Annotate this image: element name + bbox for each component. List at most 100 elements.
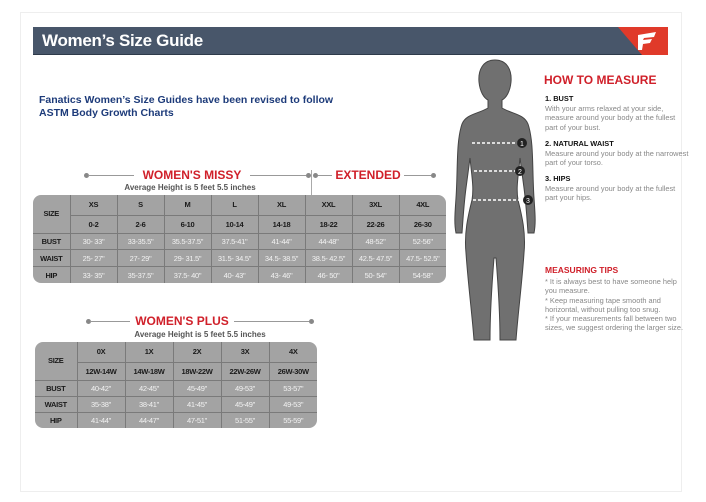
measurement-cell: 41-45" xyxy=(172,395,222,414)
line-dot xyxy=(84,173,89,178)
measurement-cell: 55-59" xyxy=(268,412,317,428)
measurement-cell: 27- 29" xyxy=(116,249,165,268)
size-letter: 4X xyxy=(268,342,317,363)
measurement-cell: 51-55" xyxy=(220,412,270,428)
measurement-cell: 46- 50" xyxy=(304,266,353,283)
table-row: BUST 30- 33" 33-35.5" 35.5-37.5" 37.5-41" 41-… xyxy=(33,232,446,251)
measurement-cell: 29- 31.5" xyxy=(163,249,212,268)
size-numeric: 14-18 xyxy=(257,214,306,234)
step-bust: 1. BUST With your arms relaxed at your si… xyxy=(545,94,690,132)
measurement-cell: 40-42" xyxy=(76,379,126,397)
measurement-cell: 50- 54" xyxy=(351,266,400,283)
marker-bust: 1 xyxy=(517,138,527,148)
size-numeric: 2-6 xyxy=(116,214,165,234)
line-dot xyxy=(431,173,436,178)
page-title: Women’s Size Guide xyxy=(42,31,203,50)
measurement-cell: 35.5-37.5" xyxy=(163,232,212,251)
size-numeric: 26W-30W xyxy=(268,361,317,381)
marker-hips: 3 xyxy=(523,195,533,205)
svg-text:3: 3 xyxy=(526,198,530,205)
size-numeric: 22-26 xyxy=(351,214,400,234)
step-waist: 2. NATURAL WAIST Measure around your body… xyxy=(545,139,690,168)
measurement-cell: 47-51" xyxy=(172,412,222,428)
size-letter: XS xyxy=(69,195,118,216)
section-divider xyxy=(311,170,312,195)
measurement-cell: 31.5- 34.5" xyxy=(210,249,259,268)
row-label: BUST xyxy=(33,232,71,251)
plus-title: WOMEN'S PLUS xyxy=(130,314,234,328)
tip-item: * If your measurements fall between two … xyxy=(545,314,684,333)
measurement-cell: 49-53" xyxy=(220,379,270,397)
measurement-cell: 38.5- 42.5" xyxy=(304,249,353,268)
step-text: With your arms relaxed at your side, mea… xyxy=(545,103,676,132)
size-letter: 3X xyxy=(220,342,270,363)
row-label: HIP xyxy=(33,266,71,283)
size-numeric: 12W-14W xyxy=(76,361,126,381)
measurement-cell: 47.5- 52.5" xyxy=(398,249,446,268)
intro-line: Fanatics Women’s Size Guides have been r… xyxy=(39,94,334,106)
svg-text:1: 1 xyxy=(520,141,524,148)
table-row: HIP 33- 35" 35-37.5" 37.5- 40" 40- 43" 43- 46… xyxy=(33,266,446,283)
measurement-cell: 44-48" xyxy=(304,232,353,251)
measuring-tips: * It is always best to have someone help… xyxy=(545,277,690,333)
table-row: HIP 41-44" 44-47" 47-51" 51-55" 55-59" xyxy=(35,412,317,428)
row-label: HIP xyxy=(35,412,78,428)
svg-text:2: 2 xyxy=(518,169,522,176)
size-letter: 2X xyxy=(172,342,222,363)
row-label: BUST xyxy=(35,379,78,397)
measuring-tips-title: MEASURING TIPS xyxy=(545,265,619,275)
size-letter: S xyxy=(116,195,165,216)
step-hips: 3. HIPS Measure around your body at the f… xyxy=(545,174,690,203)
page-frame xyxy=(20,12,682,492)
size-letter: XXL xyxy=(304,195,353,216)
measurement-cell: 54-58" xyxy=(398,266,446,283)
measurement-cell: 42-45" xyxy=(124,379,174,397)
plus-size-table: SIZE 0X 1X 2X 3X 4X 12W-14W 14W-18W 18W-22W 22W-2… xyxy=(35,342,317,428)
size-letter: 4XL xyxy=(398,195,446,216)
intro-line: ASTM Body Growth Charts xyxy=(39,107,174,119)
measurement-cell: 53-57" xyxy=(268,379,317,397)
measurement-cell: 35-38" xyxy=(76,395,126,414)
size-numeric: 18W-22W xyxy=(172,361,222,381)
header-bar: Women’s Size Guide xyxy=(33,27,668,55)
table-row: WAIST 25- 27" 27- 29" 29- 31.5" 31.5- 34.5" 3… xyxy=(33,249,446,268)
line-dot xyxy=(313,173,318,178)
size-letter: XL xyxy=(257,195,306,216)
measurement-cell: 25- 27" xyxy=(69,249,118,268)
size-numeric: 10-14 xyxy=(210,214,259,234)
measurement-cell: 33- 35" xyxy=(69,266,118,283)
size-numeric: 0-2 xyxy=(69,214,118,234)
measurement-cell: 45-49" xyxy=(172,379,222,397)
measurement-cell: 48-52" xyxy=(351,232,400,251)
size-letter: 1X xyxy=(124,342,174,363)
size-letter: L xyxy=(210,195,259,216)
measurement-cell: 43- 46" xyxy=(257,266,306,283)
line-dot xyxy=(86,319,91,324)
plus-subtitle: Average Height is 5 feet 5.5 inches xyxy=(134,330,266,339)
size-numeric: 26-30 xyxy=(398,214,446,234)
size-letter: 0X xyxy=(76,342,126,363)
measurement-cell: 33-35.5" xyxy=(116,232,165,251)
size-label: SIZE xyxy=(35,342,78,381)
size-label: SIZE xyxy=(33,195,71,234)
table-row: BUST 40-42" 42-45" 45-49" 49-53" 53-57" xyxy=(35,379,317,397)
measurement-cell: 37.5-41" xyxy=(210,232,259,251)
measurement-cell: 30- 33" xyxy=(69,232,118,251)
missy-title: WOMEN'S MISSY xyxy=(134,168,250,182)
measurement-cell: 34.5- 38.5" xyxy=(257,249,306,268)
measurement-cell: 40- 43" xyxy=(210,266,259,283)
step-title: 1. BUST xyxy=(545,94,574,103)
size-letter: 3XL xyxy=(351,195,400,216)
measurement-cell: 35-37.5" xyxy=(116,266,165,283)
measurement-cell: 38-41" xyxy=(124,395,174,414)
size-numeric: 22W-26W xyxy=(220,361,270,381)
extended-title: EXTENDED xyxy=(332,168,404,182)
measurement-cell: 37.5- 40" xyxy=(163,266,212,283)
measurement-cell: 52-56" xyxy=(398,232,446,251)
measurement-cell: 49-53" xyxy=(268,395,317,414)
measurement-cell: 41-44" xyxy=(257,232,306,251)
missy-subtitle: Average Height is 5 feet 5.5 inches xyxy=(124,183,256,192)
row-label: WAIST xyxy=(35,395,78,414)
tip-item: * Keep measuring tape smooth and horizon… xyxy=(545,295,661,314)
fanatics-logo-icon xyxy=(638,32,656,50)
